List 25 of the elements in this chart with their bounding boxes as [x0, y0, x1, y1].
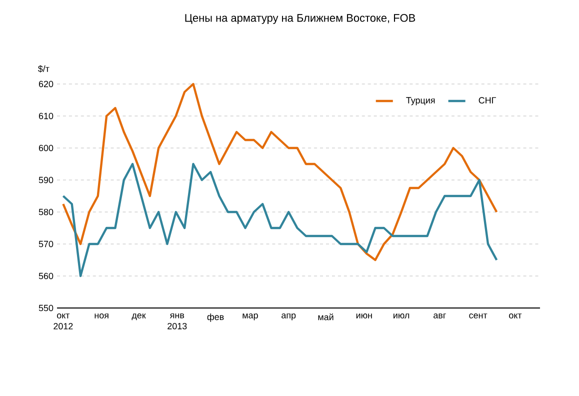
- x-tick-label: апр: [282, 314, 296, 320]
- y-tick-label: 560: [38, 272, 54, 280]
- x-tick-label: май: [318, 314, 334, 320]
- x-tick-label: ноя: [94, 314, 108, 318]
- x-tick-label: фев: [207, 314, 224, 322]
- y-tick-label: 580: [38, 208, 54, 216]
- chart-title: Цены на арматуру на Ближнем Востоке, FOB: [185, 14, 416, 24]
- legend-label: СНГ: [478, 97, 496, 104]
- x-tick-label: дек: [132, 314, 146, 320]
- x-tick-label: июн: [356, 314, 372, 318]
- y-tick-label: 590: [38, 176, 54, 184]
- legend-label: Турция: [406, 97, 435, 106]
- x-tick-label: мар: [242, 314, 258, 320]
- y-tick-label: 620: [38, 80, 54, 88]
- x-tick-label: окт: [509, 314, 522, 318]
- x-tick-label: янв 2013: [168, 314, 187, 330]
- y-axis-title: $/т: [38, 65, 50, 72]
- x-tick-label: окт 2012: [54, 314, 73, 330]
- y-tick-label: 610: [38, 112, 54, 120]
- x-tick-label: сент: [469, 314, 488, 318]
- y-tick-label: 600: [38, 144, 54, 152]
- x-tick-label: авг: [434, 314, 446, 318]
- y-tick-label: 550: [38, 304, 54, 312]
- x-tick-label: июл: [394, 314, 410, 318]
- y-tick-label: 570: [38, 240, 54, 248]
